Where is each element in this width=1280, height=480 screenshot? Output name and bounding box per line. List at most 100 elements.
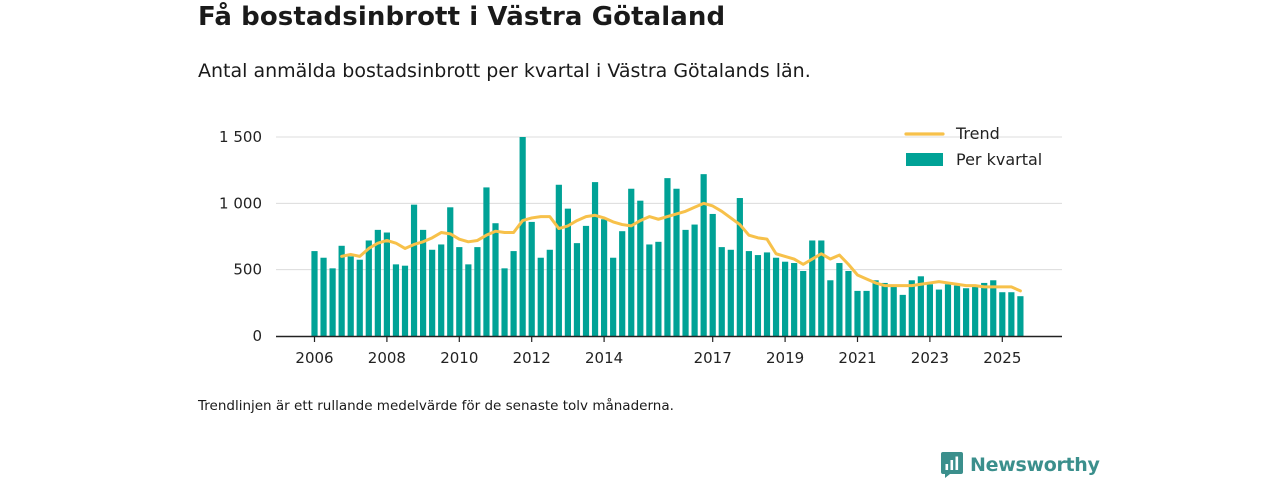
y-tick-label: 500 (233, 261, 262, 279)
bar (356, 259, 363, 336)
bar (972, 285, 979, 336)
bar (619, 231, 626, 336)
bar (483, 187, 490, 336)
bar (709, 213, 716, 336)
bar (582, 225, 590, 336)
legend-bar-label: Per kvartal (956, 150, 1042, 169)
bar (700, 174, 707, 336)
bar (664, 178, 671, 336)
bar (465, 264, 472, 336)
bar (1008, 292, 1015, 336)
chart-subtitle: Antal anmälda bostadsinbrott per kvartal… (198, 60, 811, 82)
bar (519, 137, 526, 336)
bar (528, 221, 535, 336)
bar (754, 255, 762, 336)
bar (392, 264, 400, 336)
bar (809, 240, 816, 336)
bar (772, 257, 780, 336)
bar (673, 188, 680, 336)
x-tick-label: 2006 (295, 349, 333, 367)
bar (981, 282, 988, 336)
bar (944, 284, 952, 336)
bar (845, 270, 852, 336)
bar (320, 257, 327, 336)
bar (401, 265, 409, 336)
bar (782, 261, 789, 336)
bar (311, 251, 318, 336)
bar (655, 241, 662, 336)
bar (872, 280, 879, 336)
bar (438, 244, 445, 336)
bar (564, 208, 571, 336)
bar (329, 268, 336, 336)
bar (628, 188, 635, 336)
bar (854, 290, 861, 336)
bar (610, 257, 617, 336)
axes: 2006 2008 2010 2012 2014 2017 2019 2021 2023 2025 (276, 335, 1062, 367)
bar (953, 285, 961, 336)
x-tick-label: 2012 (513, 349, 551, 367)
bar (963, 288, 970, 336)
bar (447, 207, 454, 336)
y-tick-label: 1 000 (219, 194, 262, 212)
chart-title: Få bostadsinbrott i Västra Götaland (198, 2, 726, 32)
bar (637, 200, 644, 336)
y-tick-label: 1 500 (219, 128, 262, 146)
trend-line (340, 201, 1022, 293)
bar (935, 289, 943, 336)
bar (646, 244, 653, 336)
bar (836, 263, 843, 336)
y-tick-label: 0 (252, 327, 262, 345)
x-tick-label: 2019 (766, 349, 804, 367)
bar (492, 223, 499, 336)
bar (827, 280, 834, 336)
bar-chart: 0 500 1 000 1 500 2006 2008 2010 2012 2014 2017 2… (219, 124, 1062, 367)
bar (537, 257, 544, 336)
bar (745, 251, 752, 336)
bar (691, 224, 698, 336)
brand-logo[interactable]: Newsworthy (940, 450, 1100, 480)
legend: Trend Per kvartal (904, 124, 1042, 169)
trend-layer (340, 201, 1022, 293)
x-tick-label: 2008 (368, 349, 406, 367)
bar (510, 251, 517, 336)
bar (601, 219, 608, 336)
bar (800, 270, 807, 336)
bar (347, 256, 354, 336)
bar (555, 184, 562, 336)
bar (591, 182, 599, 336)
bar (420, 229, 427, 336)
bar (863, 290, 870, 336)
bar (890, 285, 897, 336)
legend-bar-swatch (906, 153, 943, 166)
bar (501, 268, 508, 336)
bar (1017, 296, 1024, 336)
bar (374, 229, 381, 336)
bar (410, 204, 418, 336)
x-tick-label: 2025 (983, 349, 1021, 367)
bar (926, 284, 933, 336)
bar (456, 247, 463, 336)
bar (881, 282, 888, 336)
bar (573, 243, 581, 336)
bar (818, 240, 825, 336)
legend-trend-label: Trend (955, 124, 1000, 143)
bar (917, 276, 924, 336)
bar (718, 247, 725, 336)
x-tick-label: 2010 (440, 349, 478, 367)
bar (365, 240, 372, 336)
bar (383, 232, 390, 336)
bar (736, 198, 743, 336)
bar (791, 263, 798, 336)
x-tick-label: 2014 (585, 349, 623, 367)
bar (682, 229, 689, 336)
bar (727, 249, 734, 336)
bar (474, 247, 481, 336)
bar (908, 280, 915, 336)
footnote: Trendlinjen är ett rullande medelvärde f… (198, 398, 674, 414)
x-tick-label: 2017 (694, 349, 732, 367)
bars (311, 137, 1024, 336)
bar (429, 249, 436, 336)
newsworthy-logo-icon (941, 452, 963, 478)
bar (546, 249, 553, 336)
